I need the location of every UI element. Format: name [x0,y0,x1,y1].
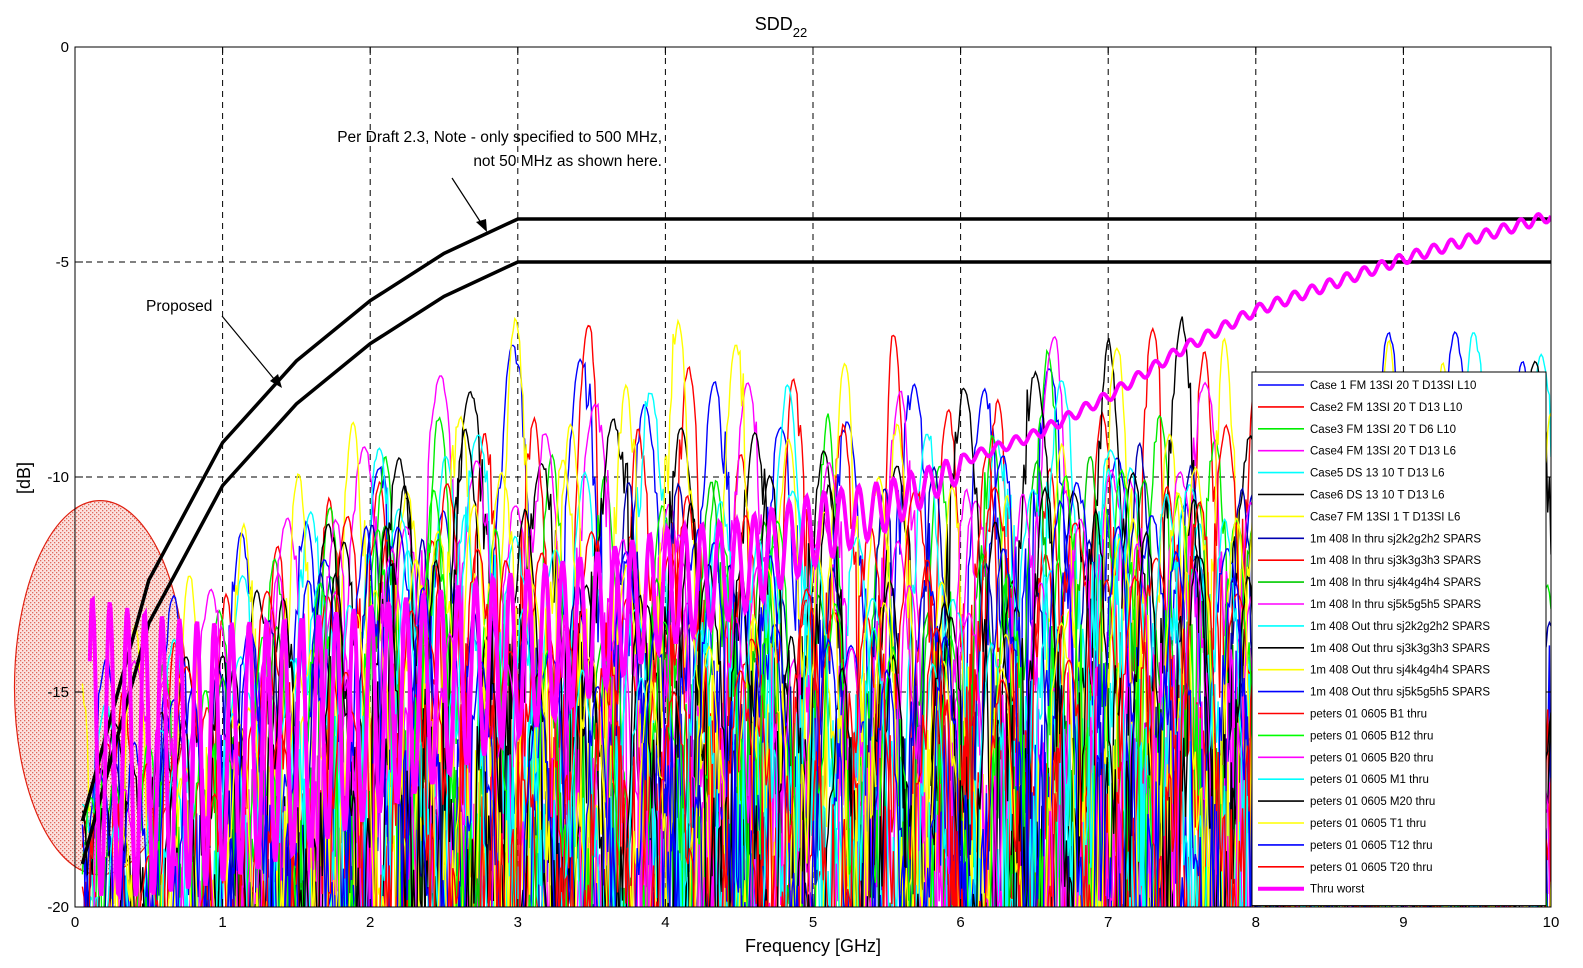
x-tick-label: 6 [956,914,964,931]
legend-label: peters 01 0605 M20 thru [1310,796,1435,808]
legend-label: peters 01 0605 T20 thru [1310,862,1433,874]
limit-line-per-draft-2-3 [80,217,1551,822]
legend-label: Case2 FM 13SI 20 T D13 L10 [1310,402,1462,414]
annotation-proposed-arrow [221,315,280,386]
series-peters-01-0605-t20-thru [139,500,1547,907]
y-tick-label: -5 [56,254,69,271]
legend-label: 1m 408 Out thru sj4k4g4h4 SPARS [1310,665,1490,677]
legend-label: Case6 DS 13 10 T D13 L6 [1310,490,1444,502]
axis-ticks: 0 1 2 3 4 5 6 7 8 9 10 0 -5 -10 -15 -20 [47,39,1559,931]
legend-label: peters 01 0605 B12 thru [1310,730,1433,742]
x-tick-label: 9 [1399,914,1407,931]
legend-label: 1m 408 In thru sj4k4g4h4 SPARS [1310,577,1481,589]
y-tick-label: 0 [61,39,69,56]
annotation-draft: Per Draft 2.3, Note - only specified to … [337,129,662,232]
legend-label: 1m 408 Out thru sj2k2g2h2 SPARS [1310,621,1490,633]
annotation-proposed-text: Proposed [146,298,212,315]
annotation-proposed: Proposed [146,298,282,388]
legend-label: peters 01 0605 B1 thru [1310,709,1427,721]
legend-label: 1m 408 Out thru sj3k3g3h3 SPARS [1310,643,1490,655]
x-tick-label: 0 [71,914,79,931]
limit-line-proposed [80,260,1551,865]
legend-label: Case 1 FM 13SI 20 T D13SI L10 [1310,380,1476,392]
x-tick-label: 5 [809,914,817,931]
legend-label: 1m 408 In thru sj5k5g5h5 SPARS [1310,599,1481,611]
annotation-draft-line1: Per Draft 2.3, Note - only specified to … [337,129,662,146]
y-tick-label: -10 [47,469,69,486]
annotation-draft-arrowhead [476,219,487,232]
legend-label: Case4 FM 13SI 20 T D13 L6 [1310,446,1456,458]
legend-label: 1m 408 In thru sj2k2g2h2 SPARS [1310,533,1481,545]
y-axis-label: [dB] [14,462,34,494]
x-tick-label: 1 [218,914,226,931]
chart-title-text: SDD [755,14,793,34]
series-thru-worst [87,211,1551,901]
legend-label: Case7 FM 13SI 1 T D13SI L6 [1310,511,1460,523]
legend-label: 1m 408 In thru sj3k3g3h3 SPARS [1310,555,1481,567]
limit-lines [80,217,1551,865]
legend-box [1251,371,1547,907]
legend-label: Thru worst [1310,884,1365,896]
x-axis-label: Frequency [GHz] [745,936,881,956]
legend-label: peters 01 0605 T12 thru [1310,840,1433,852]
legend-label: peters 01 0605 M1 thru [1310,774,1429,786]
x-tick-label: 7 [1104,914,1112,931]
legend-label: Case3 FM 13SI 20 T D6 L10 [1310,424,1456,436]
legend-label: Case5 DS 13 10 T D13 L6 [1310,468,1444,480]
x-tick-label: 8 [1252,914,1260,931]
annotation-draft-arrow [451,177,486,230]
x-tick-label: 2 [366,914,374,931]
annotation-draft-line2: not 50 MHz as shown here. [473,153,662,170]
annotation-proposed-arrowhead [270,374,282,388]
thru-worst-layer [87,211,1551,901]
y-tick-label: -20 [47,899,69,916]
legend-label: peters 01 0605 B20 thru [1310,752,1433,764]
x-tick-label: 4 [661,914,669,931]
chart-title-subscript: 22 [793,25,807,40]
legend: Case 1 FM 13SI 20 T D13SI L10 Case2 FM 13… [1251,371,1547,907]
legend-label: peters 01 0605 T1 thru [1310,818,1426,830]
chart-title: SDD22 [755,14,807,40]
x-tick-label: 10 [1543,914,1560,931]
x-tick-label: 3 [514,914,522,931]
y-tick-label: -15 [47,684,69,701]
legend-label: 1m 408 Out thru sj5k5g5h5 SPARS [1310,687,1490,699]
